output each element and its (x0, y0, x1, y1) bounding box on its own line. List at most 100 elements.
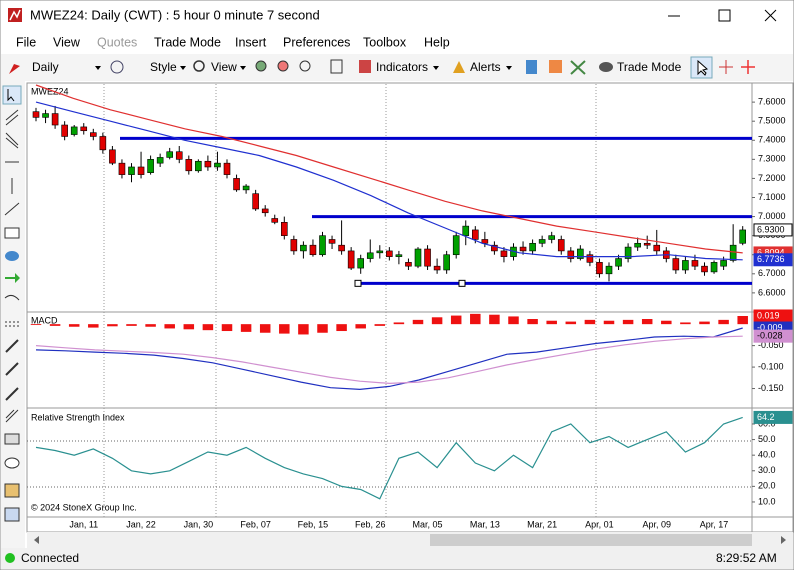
tools-icon[interactable] (570, 60, 586, 75)
drawing-handle (458, 279, 466, 287)
date-label: Feb, 26 (355, 519, 386, 529)
macd-histogram-bar (699, 321, 710, 325)
tool-icon[interactable] (4, 483, 20, 498)
candle-body (548, 235, 556, 240)
y-tick-label: 7.1000 (758, 192, 786, 202)
tool-icon[interactable] (4, 433, 20, 445)
price-label: 6.8094 (757, 247, 785, 257)
menu-item[interactable]: Help (424, 35, 450, 49)
price-label: -0.028 (757, 331, 783, 341)
menu-item[interactable]: Preferences (283, 35, 350, 49)
tool-icon[interactable] (4, 227, 20, 239)
scroll-right[interactable] (781, 536, 786, 544)
macd-histogram-bar (164, 324, 175, 329)
candle-body (729, 244, 737, 261)
crosshair-tool[interactable] (741, 60, 755, 74)
dropdown-arrow[interactable] (95, 66, 101, 70)
macd-histogram-bar (584, 319, 596, 325)
candle-body (300, 244, 307, 252)
candle-body (137, 166, 145, 175)
date-label: Jan, 11 (69, 519, 98, 529)
tool-icon[interactable] (4, 457, 20, 469)
y-tick-label: 20.0 (758, 481, 776, 491)
candle-body (538, 239, 546, 244)
chart-area: MWEZ24 MACD Relative Strength Index © 20… (26, 82, 794, 533)
y-tick-label: 50.0 (758, 434, 776, 444)
view-icon[interactable] (193, 60, 205, 72)
trade-mode-button[interactable]: Trade Mode (617, 60, 682, 74)
trade-mode-icon[interactable] (599, 62, 613, 72)
toolbar (1, 54, 793, 81)
tool-icon[interactable] (5, 273, 20, 283)
candle-body (319, 235, 326, 256)
macd-histogram-bar (30, 324, 42, 326)
tool-icon[interactable] (5, 132, 19, 149)
dropdown-arrow[interactable] (240, 66, 246, 70)
candle-body (720, 260, 727, 267)
crosshair-tool[interactable] (719, 60, 733, 74)
pin-icon[interactable] (9, 64, 20, 74)
candle-body (261, 208, 269, 214)
candle-body (118, 162, 126, 175)
style-icon[interactable] (110, 60, 124, 74)
candle-body (109, 149, 116, 164)
scroll-left[interactable] (34, 536, 39, 544)
menu-item[interactable]: File (16, 35, 36, 49)
candle-body (309, 244, 317, 256)
macd-histogram-bar (145, 324, 156, 327)
app-icon (8, 8, 22, 22)
candle-body (414, 248, 422, 267)
dropdown-arrow[interactable] (506, 66, 512, 70)
tool-icon[interactable] (5, 109, 19, 126)
book-icon[interactable] (549, 60, 562, 73)
select-tool[interactable] (2, 85, 22, 105)
tool-icon[interactable] (4, 507, 20, 522)
indicator-line (35, 101, 743, 261)
interval-select[interactable]: Daily (32, 60, 59, 74)
tool-icon[interactable] (4, 294, 20, 301)
menu-item[interactable]: Toolbox (363, 35, 407, 49)
tool-icon[interactable] (5, 409, 19, 423)
tool-icon[interactable] (5, 362, 19, 376)
style-menu[interactable]: Style (150, 60, 177, 74)
scrollbar-thumb[interactable] (430, 534, 752, 546)
window-title: MWEZ24: Daily (CWT) : 5 hour 0 minute 7 … (30, 7, 320, 22)
alerts-menu[interactable]: Alerts (470, 60, 501, 74)
y-tick-label: 7.6000 (758, 96, 786, 106)
quote-icon[interactable] (526, 60, 537, 74)
zoom-in[interactable] (255, 60, 267, 72)
menu-item[interactable]: View (53, 35, 81, 49)
indicators-menu[interactable]: Indicators (376, 60, 428, 74)
date-label: Apr, 09 (642, 519, 671, 529)
menu-item[interactable]: Trade Mode (154, 35, 221, 49)
tool-icon[interactable] (5, 251, 19, 261)
candle-body (577, 248, 584, 259)
alerts-icon[interactable] (453, 61, 465, 73)
candle-body (204, 160, 212, 168)
y-tick-label: -0.050 (758, 340, 784, 350)
dropdown-arrow[interactable] (433, 66, 439, 70)
date-label: Mar, 21 (527, 519, 557, 529)
tool-icon[interactable] (5, 339, 19, 353)
indicator-line (35, 84, 743, 254)
candle-body (682, 260, 689, 271)
tool-icon[interactable] (4, 202, 20, 216)
menu-item[interactable]: Quotes (97, 35, 137, 49)
close-button[interactable] (764, 9, 777, 22)
zoom-out[interactable] (277, 60, 289, 72)
menu-item[interactable]: Insert (235, 35, 267, 49)
view-menu[interactable]: View (211, 60, 237, 74)
connection-indicator (5, 553, 15, 563)
zoom-menu[interactable] (299, 60, 311, 72)
fit-icon[interactable] (330, 59, 343, 74)
status-bar (1, 548, 793, 569)
tool-icon[interactable] (5, 387, 19, 401)
indicators-icon[interactable] (359, 60, 371, 73)
macd-histogram-bar (393, 322, 405, 325)
macd-histogram-bar (565, 321, 577, 325)
macd-histogram-bar (126, 324, 137, 326)
maximize-button[interactable] (718, 9, 731, 22)
dropdown-arrow[interactable] (180, 66, 186, 70)
menu-bar (1, 32, 793, 54)
